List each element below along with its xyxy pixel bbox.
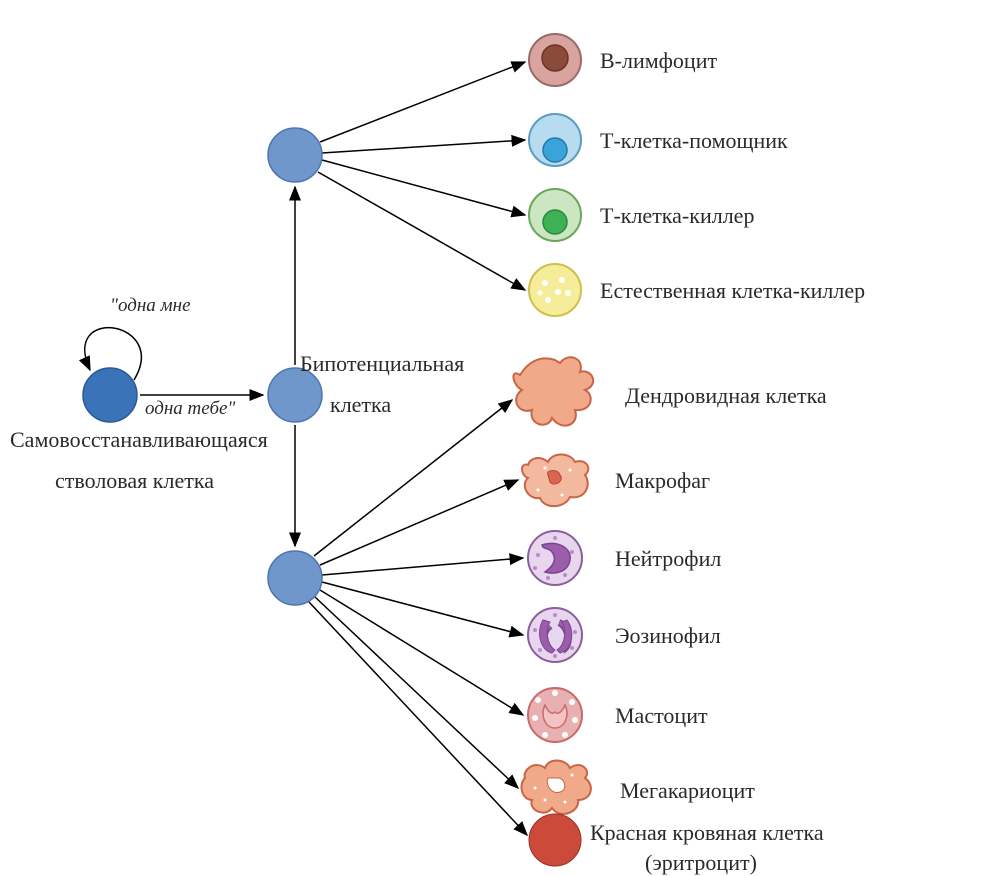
eosinophil-icon — [528, 608, 582, 662]
macrophage-label: Макрофаг — [615, 468, 710, 494]
nk-label: Естественная клетка-киллер — [600, 278, 865, 304]
dendritic-icon — [513, 357, 593, 425]
dendritic-label: Дендровидная клетка — [625, 383, 827, 409]
bipotent-label-line2: клетка — [330, 392, 391, 418]
thelper-label: Т-клетка-помощник — [600, 128, 788, 154]
rbc-sublabel: (эритроцит) — [645, 850, 757, 876]
bcell-label: В-лимфоцит — [600, 48, 717, 74]
megakaryocyte-icon — [521, 761, 590, 814]
myeloid-progenitor-node — [268, 551, 322, 605]
tkiller-icon — [529, 189, 581, 241]
eosinophil-label: Эозинофил — [615, 623, 721, 649]
macrophage-icon — [522, 455, 588, 507]
stem-label-line1: Самовосстанавливающаяся — [10, 427, 268, 453]
mastcell-label: Мастоцит — [615, 703, 708, 729]
self-annot-line1: "одна мне — [110, 295, 191, 317]
lymphoid-progenitor-node — [268, 128, 322, 182]
stem-cell-node — [83, 368, 137, 422]
megakaryo-label: Мегакариоцит — [620, 778, 755, 804]
bcell-icon — [529, 34, 581, 86]
rbc-icon — [529, 814, 581, 866]
thelper-icon — [529, 114, 581, 166]
neutrophil-icon — [528, 531, 582, 585]
tkiller-label: Т-клетка-киллер — [600, 203, 754, 229]
bipotent-label-line1: Бипотенциальная — [300, 351, 464, 377]
nk-icon — [529, 264, 581, 316]
mastcell-icon — [528, 688, 582, 742]
rbc-label: Красная кровяная клетка — [590, 820, 824, 846]
neutrophil-label: Нейтрофил — [615, 546, 721, 572]
self-annot-line2: одна тебе" — [145, 398, 235, 420]
stem-label-line2: стволовая клетка — [55, 468, 214, 494]
